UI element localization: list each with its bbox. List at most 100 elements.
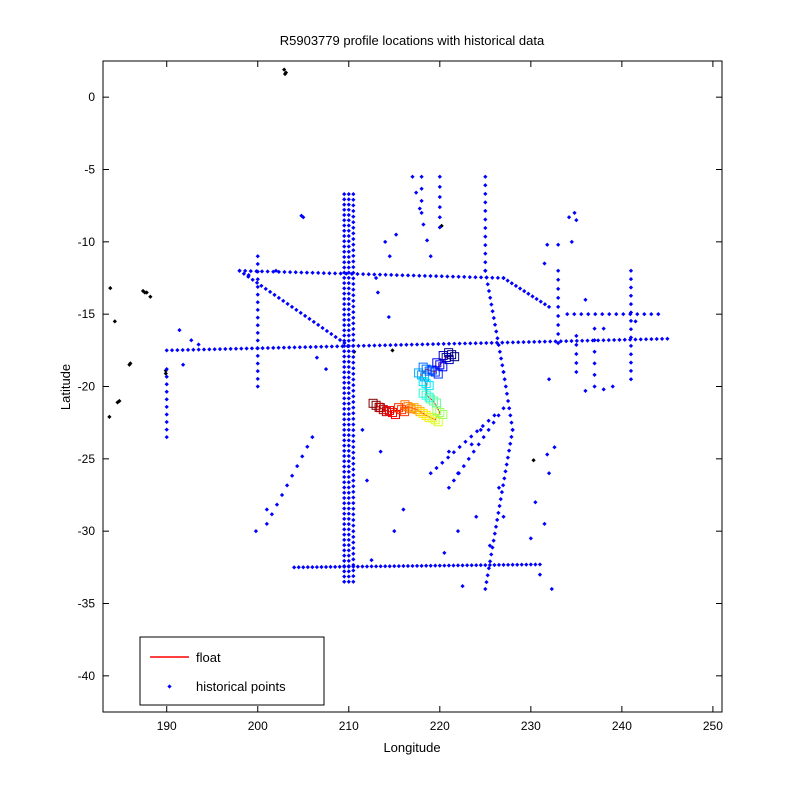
historical-point	[442, 550, 447, 555]
historical-point	[496, 342, 501, 348]
historical-point	[351, 214, 356, 219]
historical-point	[207, 347, 212, 352]
historical-point	[392, 564, 397, 569]
historical-point	[633, 319, 638, 324]
x-axis-label: Longitude	[383, 740, 440, 755]
historical-point	[574, 333, 579, 338]
historical-point	[191, 347, 196, 352]
historical-point	[249, 346, 255, 351]
historical-point	[303, 345, 308, 350]
historical-point	[351, 416, 356, 421]
historical-point	[296, 565, 301, 570]
historical-point	[401, 507, 406, 512]
x-tick-label: 210	[339, 719, 359, 733]
float-profile-marker	[435, 408, 445, 418]
historical-point	[196, 347, 201, 352]
historical-point	[196, 342, 201, 347]
historical-point	[508, 441, 513, 446]
historical-point	[351, 265, 356, 270]
historical-point	[342, 233, 347, 239]
historical-point	[346, 301, 351, 307]
historical-point	[351, 349, 356, 354]
historical-point	[346, 464, 351, 469]
historical-point	[436, 341, 441, 347]
historical-point	[346, 532, 351, 537]
historical-point	[346, 328, 351, 333]
historical-point	[342, 260, 347, 265]
historical-point	[430, 342, 436, 347]
historical-point	[351, 321, 356, 326]
historical-point	[496, 510, 501, 516]
historical-point	[635, 312, 640, 317]
historical-point	[496, 562, 502, 568]
historical-point	[351, 338, 356, 343]
historical-point	[491, 538, 496, 543]
historical-point	[351, 287, 356, 292]
historical-point	[164, 435, 169, 440]
historical-point	[574, 351, 579, 357]
historical-point	[487, 543, 492, 548]
historical-point	[351, 388, 356, 393]
historical-point	[659, 336, 665, 342]
historical-point	[665, 336, 670, 341]
historical-point	[452, 341, 457, 346]
historical-point	[610, 384, 615, 389]
historical-point	[501, 406, 506, 411]
historical-point	[342, 265, 347, 270]
historical-point	[556, 304, 561, 310]
historical-point	[342, 422, 347, 427]
historical-point	[366, 272, 371, 277]
historical-point	[351, 298, 356, 303]
historical-point	[351, 276, 356, 281]
historical-point	[342, 417, 347, 422]
historical-point	[387, 564, 392, 569]
historical-point	[346, 448, 351, 453]
historical-point	[269, 512, 275, 517]
historical-point	[414, 342, 420, 347]
historical-point	[533, 500, 538, 505]
float-profile-marker	[400, 407, 410, 417]
historical-point	[342, 574, 347, 579]
historical-point	[628, 368, 634, 374]
historical-point	[201, 347, 207, 352]
historical-point	[633, 337, 638, 342]
historical-point	[342, 333, 347, 338]
historical-point	[346, 223, 351, 228]
historical-point	[342, 548, 347, 553]
historical-point	[434, 465, 439, 471]
historical-point	[457, 341, 462, 346]
float-profile-marker	[406, 404, 416, 414]
historical-point	[342, 354, 347, 359]
historical-point	[314, 355, 320, 360]
historical-point	[484, 340, 489, 346]
historical-point	[351, 422, 356, 427]
historical-point	[483, 260, 488, 265]
historical-point	[542, 521, 547, 527]
historical-point	[566, 215, 572, 220]
historical-point	[439, 274, 444, 279]
historical-point	[346, 286, 351, 291]
historical-point	[484, 275, 489, 280]
historical-point	[410, 563, 415, 569]
historical-point	[346, 239, 351, 244]
historical-point	[485, 573, 490, 578]
historical-point	[346, 511, 351, 516]
historical-point	[495, 517, 500, 522]
historical-point	[351, 540, 356, 545]
historical-point	[596, 338, 601, 343]
x-tick-label: 200	[248, 719, 268, 733]
historical-point	[421, 222, 426, 227]
historical-points-layer	[164, 174, 670, 592]
float-profile-marker	[450, 352, 460, 362]
historical-point	[654, 336, 659, 342]
historical-point	[483, 234, 488, 239]
y-tick-label: -35	[78, 597, 96, 611]
historical-point	[321, 270, 326, 276]
historical-point	[237, 268, 242, 273]
historical-point	[255, 269, 260, 274]
historical-point	[351, 433, 356, 438]
historical-point	[310, 564, 315, 570]
historical-point	[260, 345, 265, 351]
historical-point	[437, 174, 442, 179]
historical-point	[409, 342, 414, 347]
